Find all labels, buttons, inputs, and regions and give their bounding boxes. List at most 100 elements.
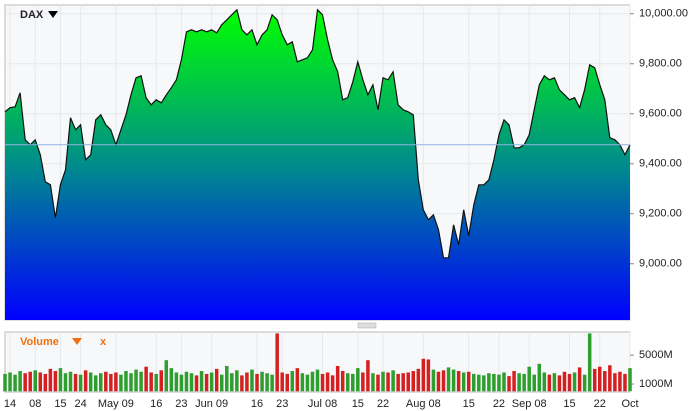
volume-bar <box>456 371 461 392</box>
volume-bar <box>552 373 557 392</box>
volume-bar <box>179 374 184 392</box>
volume-bar <box>416 368 421 392</box>
volume-bar <box>43 373 48 392</box>
volume-bar <box>134 369 138 392</box>
volume-bar <box>235 370 239 392</box>
volume-bar <box>219 374 224 392</box>
volume-bar <box>184 371 189 392</box>
volume-bar <box>204 373 209 392</box>
volume-bar <box>124 371 128 392</box>
x-tick-label: Aug 08 <box>406 398 441 410</box>
volume-bar <box>159 370 163 392</box>
volume-bar <box>99 373 103 392</box>
dropdown-icon[interactable] <box>48 11 58 18</box>
volume-bar <box>517 373 521 392</box>
volume-bar <box>431 369 436 392</box>
volume-bar <box>73 373 78 392</box>
volume-bar <box>260 371 264 392</box>
volume-bar <box>401 373 405 392</box>
volume-bar <box>487 373 491 392</box>
volume-bar <box>320 373 325 392</box>
volume-bar <box>225 365 229 392</box>
volume-bar <box>461 372 466 392</box>
volume-bar <box>340 371 345 392</box>
volume-bar <box>13 374 17 392</box>
volume-bar <box>436 371 441 392</box>
volume-bar <box>275 333 279 392</box>
price-area <box>5 9 630 321</box>
volume-bar <box>255 373 259 392</box>
price-line <box>4 8 631 259</box>
volume-bar <box>285 373 290 392</box>
volume-bar <box>381 371 385 392</box>
volume-bar <box>446 367 451 392</box>
volume-bar <box>48 368 53 392</box>
volume-bar <box>502 372 506 392</box>
volume-bar <box>330 375 335 392</box>
x-tick-label: 14 <box>4 398 16 410</box>
volume-bar <box>507 376 511 392</box>
volume-bar <box>497 374 501 392</box>
volume-bar <box>492 373 496 392</box>
volume-bar <box>628 368 632 392</box>
volume-bar <box>396 373 400 392</box>
volume-bar <box>194 375 199 392</box>
volume-bar <box>613 373 617 392</box>
volume-bar <box>441 370 446 392</box>
volume-bar <box>592 368 597 392</box>
volume-bar <box>250 369 254 392</box>
volume-bar <box>300 373 305 392</box>
volume-bar <box>88 372 93 392</box>
x-tick-label: 22 <box>493 398 505 410</box>
volume-bar <box>411 371 416 392</box>
volume-bar <box>603 371 607 392</box>
volume-bar <box>345 373 350 392</box>
y-tick-label: 1000M <box>639 378 673 390</box>
x-tick-label: 15 <box>352 398 364 410</box>
dropdown-icon[interactable] <box>72 338 82 345</box>
volume-title[interactable]: Volume <box>20 336 59 348</box>
volume-bar <box>58 368 63 392</box>
y-tick-label: 9,600.00 <box>639 108 682 120</box>
resize-handle[interactable] <box>357 322 377 329</box>
volume-bar <box>104 371 108 392</box>
chart-title[interactable]: DAX <box>20 9 44 21</box>
volume-bar <box>542 372 547 392</box>
y-tick-label: 9,400.00 <box>639 158 682 170</box>
volume-bar <box>562 371 567 392</box>
volume-bar <box>139 371 143 392</box>
volume-bar <box>623 373 627 392</box>
volume-bar <box>3 373 7 392</box>
volume-bar <box>295 368 300 392</box>
volume-bar <box>280 372 284 392</box>
x-tick-label: 16 <box>251 398 263 410</box>
volume-bar <box>23 373 27 392</box>
volume-bar <box>149 372 153 392</box>
volume-bar <box>366 360 370 392</box>
x-tick-label: 15 <box>563 398 575 410</box>
x-tick-label: 23 <box>276 398 288 410</box>
close-button[interactable]: x <box>100 336 107 348</box>
volume-bar <box>305 374 310 392</box>
volume-bar <box>93 375 98 392</box>
y-tick-label: 9,200.00 <box>639 208 682 220</box>
volume-bar <box>310 371 315 392</box>
volume-bar <box>577 367 582 392</box>
volume-bar <box>315 369 320 392</box>
x-tick-label: Jul 08 <box>308 398 337 410</box>
x-tick-label: 22 <box>594 398 606 410</box>
volume-bar <box>230 373 234 392</box>
volume-bar <box>477 374 481 392</box>
volume-bar <box>356 368 360 392</box>
volume-bar <box>154 373 158 392</box>
y-tick-label: 9,000.00 <box>639 258 682 270</box>
volume-bar <box>270 374 274 392</box>
volume-bar <box>240 375 244 392</box>
volume-bar <box>587 333 592 392</box>
volume-bar <box>522 373 526 392</box>
volume-bar <box>472 373 476 392</box>
y-tick-label: 5000M <box>639 349 673 361</box>
volume-bar <box>164 360 169 392</box>
volume-bar <box>582 374 587 392</box>
